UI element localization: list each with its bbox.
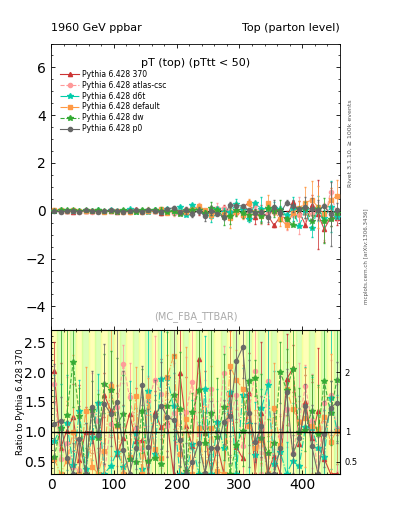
Bar [133, 330, 139, 474]
Text: Rivet 3.1.10, ≥ 100k events: Rivet 3.1.10, ≥ 100k events [348, 99, 353, 187]
Bar [183, 330, 189, 474]
Bar [302, 330, 309, 474]
Bar [114, 330, 120, 474]
Text: 1960 GeV ppbar: 1960 GeV ppbar [51, 23, 142, 33]
Bar [315, 330, 321, 474]
Bar [145, 330, 152, 474]
Bar [208, 330, 214, 474]
Bar [252, 330, 258, 474]
Bar [334, 330, 340, 474]
Bar [158, 330, 164, 474]
Bar [220, 330, 227, 474]
Bar [264, 330, 271, 474]
Bar [108, 330, 114, 474]
Legend: Pythia 6.428 370, Pythia 6.428 atlas-csc, Pythia 6.428 d6t, Pythia 6.428 default: Pythia 6.428 370, Pythia 6.428 atlas-csc… [58, 68, 169, 136]
Bar [227, 330, 233, 474]
Bar [64, 330, 70, 474]
Bar [152, 330, 158, 474]
Bar [290, 330, 296, 474]
Bar [321, 330, 327, 474]
Bar [239, 330, 246, 474]
Bar [139, 330, 145, 474]
Bar [83, 330, 89, 474]
Bar [327, 330, 334, 474]
Bar [95, 330, 101, 474]
Bar [246, 330, 252, 474]
Bar [177, 330, 183, 474]
Text: (MC_FBA_TTBAR): (MC_FBA_TTBAR) [154, 311, 237, 322]
Bar [196, 330, 202, 474]
Bar [233, 330, 239, 474]
Bar [214, 330, 220, 474]
Bar [127, 330, 133, 474]
Bar [271, 330, 277, 474]
Bar [120, 330, 127, 474]
Bar [296, 330, 302, 474]
Bar [89, 330, 95, 474]
Bar [277, 330, 283, 474]
Bar [70, 330, 76, 474]
Text: mcplots.cern.ch [arXiv:1306.3436]: mcplots.cern.ch [arXiv:1306.3436] [364, 208, 369, 304]
Bar [171, 330, 177, 474]
Bar [76, 330, 83, 474]
Text: Top (parton level): Top (parton level) [242, 23, 340, 33]
Bar [283, 330, 290, 474]
Bar [202, 330, 208, 474]
Bar [51, 330, 57, 474]
Bar [164, 330, 171, 474]
Bar [57, 330, 64, 474]
Text: pT (top) (pTtt < 50): pT (top) (pTtt < 50) [141, 58, 250, 68]
Y-axis label: Ratio to Pythia 6.428 370: Ratio to Pythia 6.428 370 [16, 349, 25, 455]
Bar [309, 330, 315, 474]
Bar [189, 330, 196, 474]
Bar [258, 330, 264, 474]
Bar [101, 330, 108, 474]
